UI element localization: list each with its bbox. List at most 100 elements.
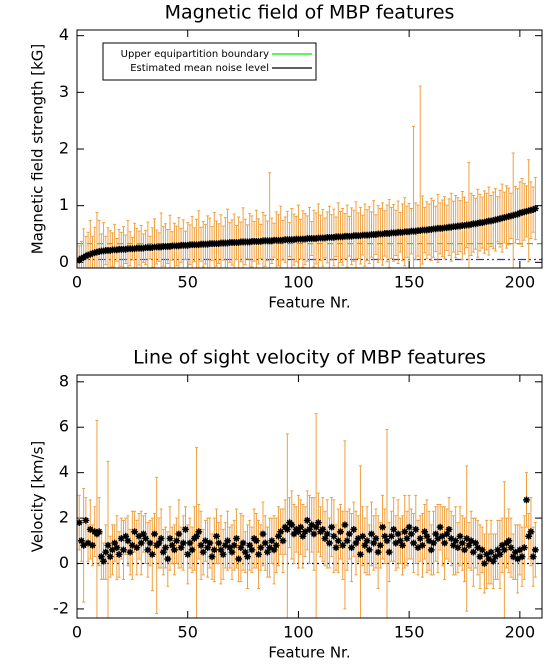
data-point [261, 539, 269, 547]
data-point [80, 253, 88, 261]
data-point [264, 548, 271, 556]
y-axis-label: Velocity [km/s] [29, 441, 47, 552]
data-point [381, 532, 389, 540]
chart-title: Line of sight velocity of MBP features [133, 347, 486, 369]
data-point [328, 523, 336, 531]
data-point [206, 539, 214, 547]
y-tick-label: 0 [59, 252, 69, 271]
data-point [390, 526, 398, 533]
data-point [443, 530, 451, 538]
data-point [213, 532, 220, 540]
y-tick-label: 4 [59, 462, 69, 481]
data-point [115, 551, 123, 558]
data-point [514, 555, 522, 563]
legend-label: Upper equipartition boundary [121, 49, 269, 60]
data-point [97, 553, 105, 561]
y-tick-label: 8 [59, 371, 69, 390]
data-point [255, 551, 262, 558]
data-point [516, 546, 524, 554]
data-point [133, 544, 141, 551]
y-tick-label: 2 [59, 508, 69, 527]
data-point [363, 537, 371, 545]
data-point [82, 252, 90, 260]
y-tick-label: 6 [59, 417, 69, 436]
data-point [244, 553, 251, 561]
data-point [401, 528, 409, 536]
data-point [407, 530, 415, 538]
data-point [277, 528, 285, 536]
data-point [461, 546, 468, 554]
x-tick-label: 150 [394, 623, 425, 642]
data-point [301, 528, 309, 536]
data-point [151, 530, 158, 538]
data-point [193, 532, 200, 540]
data-point [465, 541, 473, 549]
data-point [341, 521, 349, 529]
data-point [77, 519, 83, 527]
data-point [299, 532, 307, 540]
data-point [323, 530, 331, 538]
data-point [109, 546, 116, 554]
data-point [288, 521, 296, 529]
data-point [496, 551, 504, 558]
data-point [345, 530, 353, 538]
data-point [78, 254, 85, 262]
data-point [310, 530, 318, 538]
data-point [241, 548, 249, 556]
data-point [266, 544, 274, 551]
data-point [430, 539, 437, 547]
data-point [168, 541, 176, 549]
data-point [221, 541, 229, 549]
data-point [392, 539, 400, 547]
data-point [396, 537, 404, 545]
data-point [219, 551, 227, 558]
data-point [268, 537, 276, 545]
data-point [352, 539, 360, 547]
data-point [100, 557, 107, 565]
data-point [142, 535, 150, 542]
data-point [432, 530, 440, 538]
data-point [412, 526, 420, 533]
data-point [230, 541, 238, 549]
data-point [531, 546, 539, 554]
data-point [350, 526, 358, 533]
plot-area [77, 85, 542, 268]
data-point [476, 553, 484, 561]
data-point [186, 539, 194, 547]
data-point [113, 544, 121, 551]
plot-frame [76, 29, 543, 269]
data-point [157, 535, 165, 542]
data-point [403, 535, 411, 542]
data-point [483, 551, 491, 558]
data-point [474, 544, 482, 551]
data-point [164, 555, 172, 563]
data-point [248, 546, 256, 554]
data-point [370, 539, 378, 547]
data-point [233, 535, 240, 542]
data-point [239, 539, 247, 547]
x-tick-label: 100 [283, 623, 314, 642]
data-point [290, 530, 298, 538]
legend-box [102, 42, 317, 81]
data-point [357, 551, 364, 558]
data-point [297, 523, 305, 531]
data-point [456, 532, 464, 540]
data-point [137, 539, 145, 547]
x-tick-label: 200 [505, 273, 536, 292]
legend: Upper equipartition boundary Estimated me… [102, 42, 317, 81]
data-point [117, 535, 125, 542]
plot-frame [76, 374, 543, 619]
data-point [135, 532, 143, 540]
data-point [175, 530, 183, 538]
data-point [372, 535, 380, 542]
data-point [337, 528, 344, 536]
data-point [414, 544, 422, 551]
data-point [334, 537, 342, 545]
data-point [505, 537, 513, 545]
data-point [84, 539, 92, 547]
data-point [368, 530, 375, 538]
data-point [173, 537, 181, 545]
data-point [383, 537, 391, 545]
y-tick-label: 4 [59, 25, 69, 44]
